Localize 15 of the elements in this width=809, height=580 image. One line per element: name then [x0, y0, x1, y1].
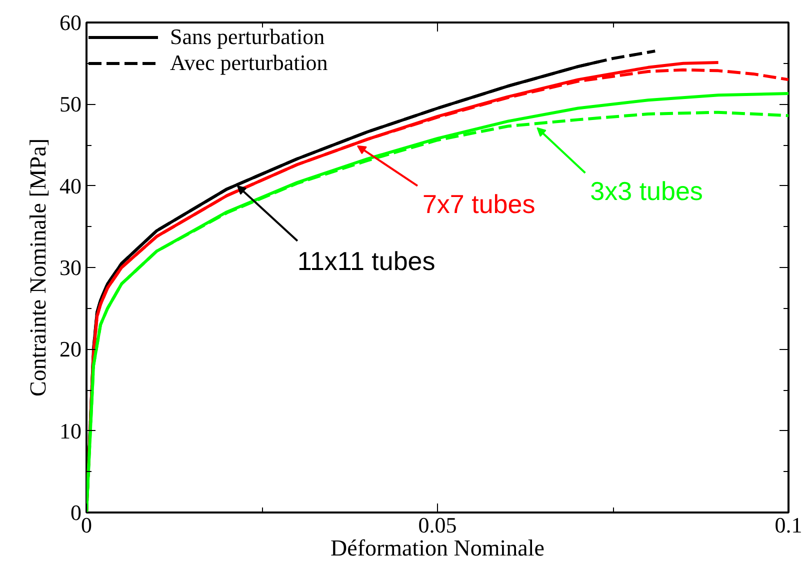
y-tick-label: 40 [60, 173, 82, 198]
y-axis-title: Contrainte Nominale [MPa] [26, 138, 50, 397]
annotation: 11x11 tubes [297, 246, 436, 276]
y-tick-label: 50 [60, 92, 82, 117]
x-tick-label: 0.1 [774, 512, 802, 538]
annotation: 7x7 tubes [422, 188, 536, 219]
legend-label: Sans perturbation [170, 24, 325, 50]
y-tick-label: 60 [60, 10, 82, 35]
x-axis-title: Déformation Nominale [330, 536, 544, 560]
y-tick-label: 10 [60, 418, 82, 444]
y-tick-label: 30 [60, 255, 82, 280]
annotation: 3x3 tubes [590, 176, 703, 206]
legend-label: Avec perturbation [170, 50, 328, 76]
y-tick-label: 20 [60, 336, 82, 362]
x-tick-label: 0.05 [418, 512, 457, 538]
